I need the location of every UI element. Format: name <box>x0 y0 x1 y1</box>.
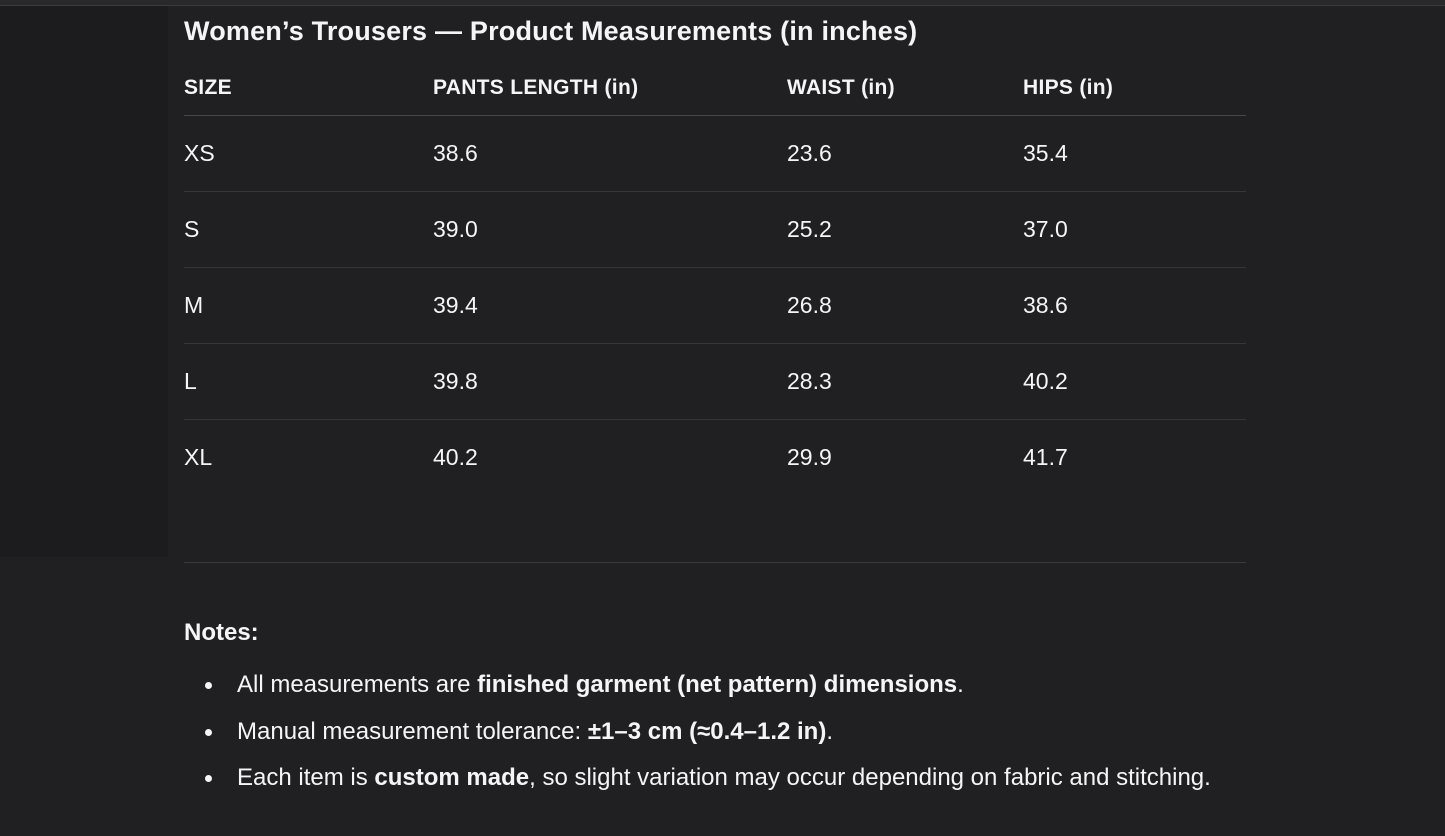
table-row: XL 40.2 29.9 41.7 <box>184 420 1246 496</box>
note-text: All measurements are <box>237 671 478 698</box>
section-divider <box>184 562 1246 563</box>
measurement-cell: 38.6 <box>1023 267 1246 344</box>
column-header-waist: WAIST (in) <box>787 60 1023 116</box>
size-cell: M <box>184 267 433 344</box>
table-header-row: SIZE PANTS LENGTH (in) WAIST (in) HIPS (… <box>184 60 1246 116</box>
size-cell: XS <box>184 115 433 192</box>
column-header-pants-length: PANTS LENGTH (in) <box>433 60 787 116</box>
size-cell: S <box>184 191 433 268</box>
size-cell: L <box>184 343 433 420</box>
note-item: All measurements are finished garment (n… <box>184 662 1246 709</box>
note-text: . <box>826 717 833 745</box>
note-text: , so slight variation may occur dependin… <box>529 764 1211 792</box>
measurement-cell: 25.2 <box>787 191 1023 268</box>
table-body: XS 38.6 23.6 35.4 S 39.0 25.2 37.0 M 39.4 26.8 38.6… <box>184 115 1246 496</box>
measurement-cell: 28.3 <box>787 343 1023 420</box>
measurement-cell: 39.8 <box>433 343 787 420</box>
note-text: Manual measurement tolerance: <box>237 717 588 745</box>
measurements-table: SIZE PANTS LENGTH (in) WAIST (in) HIPS (… <box>184 60 1246 495</box>
measurement-cell: 35.4 <box>1023 115 1246 192</box>
measurement-cell: 40.2 <box>433 444 478 470</box>
table-row: L 39.8 28.3 40.2 <box>184 343 1246 420</box>
column-header-hips: HIPS (in) <box>1023 60 1246 116</box>
column-header-size: SIZE <box>184 60 433 116</box>
table-row: M 39.4 26.8 38.6 <box>184 267 1246 344</box>
measurement-cell: 41.7 <box>1023 444 1068 470</box>
measurement-cell: 39.4 <box>433 267 787 344</box>
note-item: Each item is custom made, so slight vari… <box>184 755 1246 802</box>
notes-list: All measurements are finished garment (n… <box>184 662 1246 802</box>
note-item: Manual measurement tolerance: ±1–3 cm (≈… <box>184 709 1246 756</box>
top-section-divider <box>0 0 1445 6</box>
note-text-bold: custom made <box>374 764 530 792</box>
table-row: S 39.0 25.2 37.0 <box>184 191 1246 268</box>
note-text: Each item is <box>237 764 375 792</box>
measurement-cell: 37.0 <box>1023 191 1246 268</box>
size-cell: XL <box>184 444 213 470</box>
measurements-section: Women’s Trousers — Product Measurements … <box>184 0 1246 802</box>
measurement-cell: 26.8 <box>787 267 1023 344</box>
measurement-cell: 23.6 <box>787 115 1023 192</box>
measurement-cell: 38.6 <box>433 115 787 192</box>
measurement-cell: 29.9 <box>787 444 832 470</box>
note-text-bold: ±1–3 cm (≈0.4–1.2 in) <box>587 717 827 745</box>
notes-heading: Notes: <box>184 619 259 646</box>
measurement-cell: 39.0 <box>433 191 787 268</box>
table-row: XS 38.6 23.6 35.4 <box>184 115 1246 192</box>
note-text-bold: finished garment (net pattern) dimension… <box>477 671 958 698</box>
left-pane-edge <box>0 6 168 557</box>
note-text: . <box>957 671 964 698</box>
section-title: Women’s Trousers — Product Measurements … <box>184 16 918 46</box>
measurement-cell: 40.2 <box>1023 343 1246 420</box>
